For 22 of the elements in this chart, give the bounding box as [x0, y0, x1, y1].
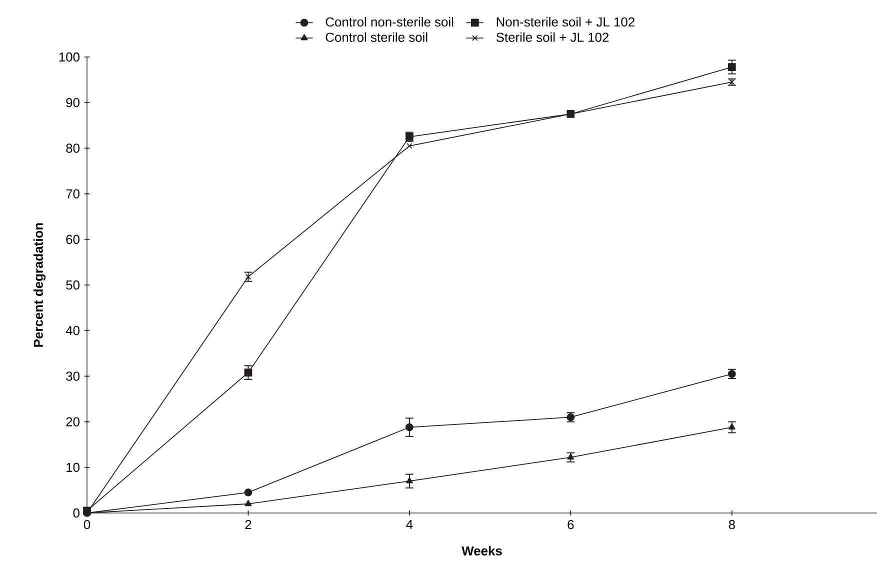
y-tick-label: 40 — [66, 326, 80, 336]
y-tick-label: 50 — [66, 280, 80, 290]
y-tick-label: 30 — [66, 372, 80, 381]
y-tick-label: 60 — [66, 234, 80, 244]
legend-label: Control sterile soil — [326, 32, 428, 42]
legend-label: Control non-sterile soil — [326, 17, 454, 27]
y-tick-label: 20 — [66, 417, 80, 426]
y-axis-title: Percent degradation — [33, 223, 46, 347]
x-axis-title: Weeks — [462, 546, 502, 556]
x-tick-label: 8 — [728, 520, 735, 530]
y-tick-label: 0 — [73, 508, 80, 518]
x-tick-label: 2 — [245, 520, 252, 530]
x-tick-label: 6 — [568, 520, 574, 530]
x-tick-label: 4 — [406, 520, 413, 529]
y-tick-label: 10 — [66, 462, 80, 472]
y-tick-label: 90 — [66, 98, 80, 108]
legend-label: Non-sterile soil + JL 102 — [496, 17, 634, 27]
y-tick-label: 100 — [59, 52, 80, 62]
legend-label: Sterile soil + JL 102 — [496, 32, 609, 42]
y-tick-label: 70 — [66, 189, 80, 198]
x-tick-label: 0 — [84, 520, 90, 530]
y-tick-label: 80 — [66, 144, 80, 153]
